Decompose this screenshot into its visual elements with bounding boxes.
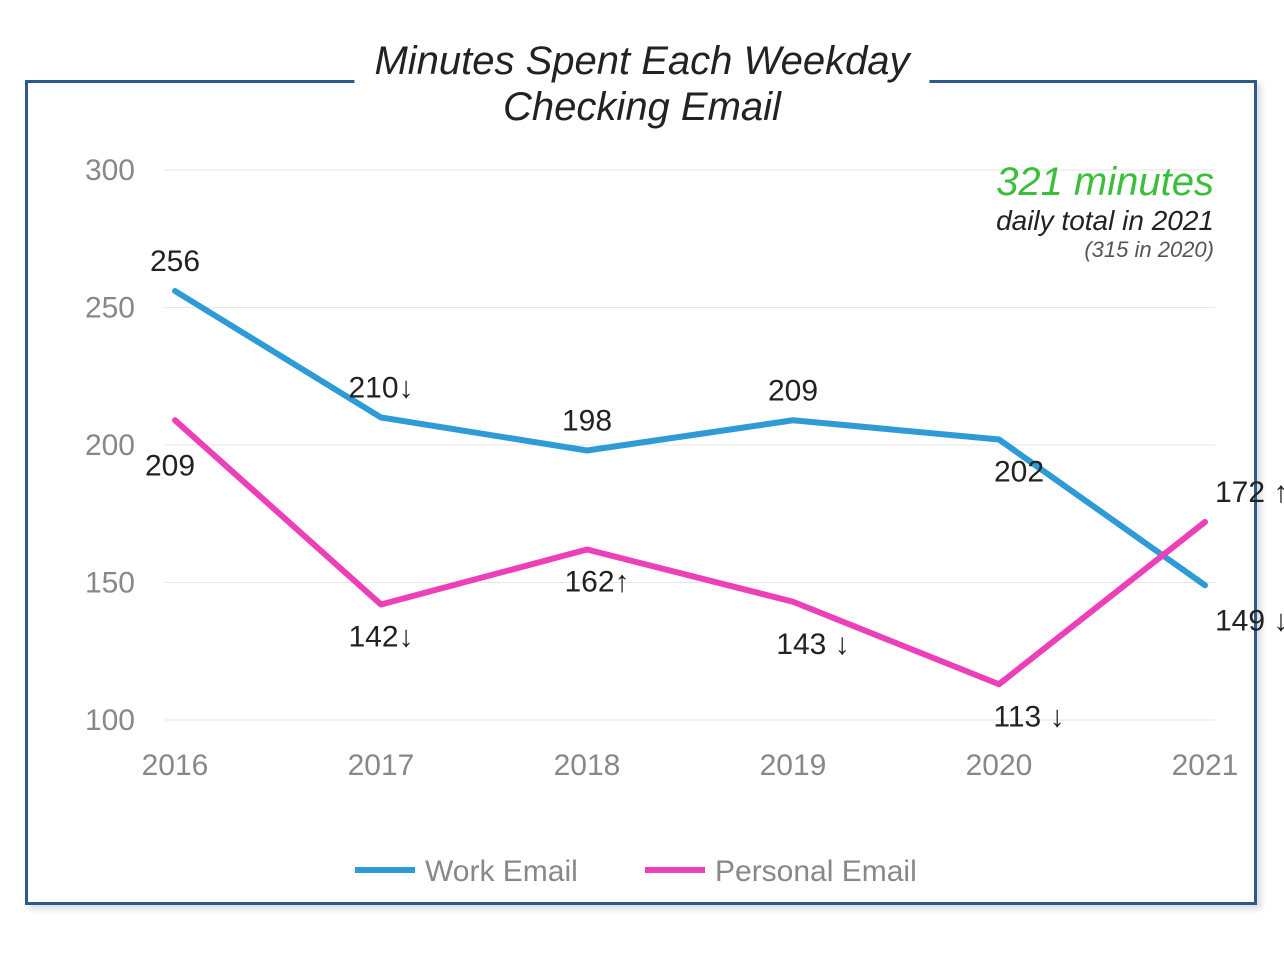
series-line-0 [175, 291, 1205, 585]
data-label: 142↓ [348, 621, 413, 654]
data-label: 210↓ [348, 372, 413, 405]
data-label: 113 ↓ [993, 700, 1064, 733]
callout-note: (315 in 2020) [996, 237, 1214, 263]
chart-title: Minutes Spent Each Weekday Checking Emai… [354, 38, 929, 130]
data-label: 209 [768, 374, 818, 407]
chart-title-line2: Checking Email [374, 84, 909, 130]
x-tick-label: 2020 [966, 749, 1033, 782]
data-label: 172 ↑ [1215, 476, 1284, 509]
callout-value: 321 minutes [996, 160, 1214, 205]
data-label: 198 [562, 405, 612, 438]
callout-box: 321 minutes daily total in 2021 (315 in … [996, 160, 1214, 263]
legend-label-0: Work Email [425, 855, 578, 888]
data-label: 143 ↓ [776, 628, 849, 661]
series-line-1 [175, 420, 1205, 684]
y-tick-label: 150 [85, 567, 135, 600]
y-tick-label: 100 [85, 704, 135, 737]
callout-subtitle: daily total in 2021 [996, 205, 1214, 237]
x-tick-label: 2017 [348, 749, 415, 782]
x-tick-label: 2021 [1172, 749, 1239, 782]
x-tick-label: 2016 [142, 749, 209, 782]
y-tick-label: 300 [85, 154, 135, 187]
data-label: 162↑ [564, 566, 629, 599]
y-tick-label: 200 [85, 429, 135, 462]
x-tick-label: 2018 [554, 749, 621, 782]
x-tick-label: 2019 [760, 749, 827, 782]
data-label: 202 [994, 456, 1044, 489]
legend-label-1: Personal Email [715, 855, 917, 888]
data-label: 256 [150, 245, 200, 278]
data-label: 209 [145, 449, 195, 482]
data-label: 149 ↓ [1215, 604, 1284, 637]
chart-title-line1: Minutes Spent Each Weekday [374, 38, 909, 84]
y-tick-label: 250 [85, 292, 135, 325]
